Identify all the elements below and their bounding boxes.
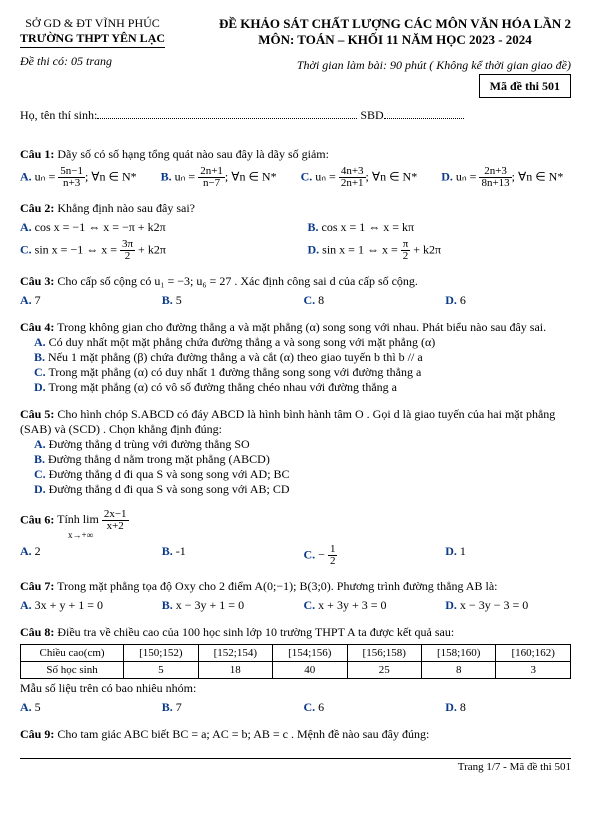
q8-note: Mẫu số liệu trên có bao nhiêu nhóm: [20, 681, 571, 696]
table-row: Chiều cao(cm) [150;152) [152;154) [154;1… [21, 645, 571, 662]
q2-optD: D. sin x = 1 ⇔ x = π2 + k2π [308, 239, 572, 262]
q5-optC: C. Đường thẳng d đi qua S và song song v… [34, 467, 571, 482]
q4-optC: C. Trong mặt phẳng (α) có duy nhất 1 đườ… [34, 365, 571, 380]
q5-text: Cho hình chóp S.ABCD có đáy ABCD là hình… [20, 407, 555, 436]
question-6: Câu 6: Tính lim 2x−1x+2 x→+∞ A. 2 B. -1 … [20, 509, 571, 567]
q1-optC: C. uₙ = 4n+32n+1; ∀n ∈ N* [301, 166, 418, 189]
name-blank [97, 108, 357, 119]
q7-text: Trong mặt phẳng tọa độ Oxy cho 2 điểm A(… [57, 579, 497, 593]
dept-label: SỞ GD & ĐT VĨNH PHÚC [20, 16, 165, 31]
row2-label: Số học sinh [21, 662, 124, 679]
q2-optB: B. cos x = 1 ⇔ x = kπ [308, 220, 572, 235]
q6-text: Tính lim 2x−1x+2 [57, 512, 128, 526]
q2-optC: C. sin x = −1 ⇔ x = 3π2 + k2π [20, 239, 284, 262]
q2-options: A. cos x = −1 ⇔ x = −π + k2π B. cos x = … [20, 220, 571, 262]
q8-table: Chiều cao(cm) [150;152) [152;154) [154;1… [20, 644, 571, 679]
q3-options: A. 7 B. 5 C. 8 D. 6 [20, 293, 571, 308]
q5-optB: B. Đường thẳng d nằm trong mặt phẳng (AB… [34, 452, 571, 467]
q8-optD: D. 8 [445, 700, 571, 715]
q3-text: Cho cấp số cộng có u₁ = −3; u₆ = 27 . Xá… [57, 274, 418, 288]
q7-optB: B. x − 3y + 1 = 0 [162, 598, 288, 613]
question-9: Câu 9: Cho tam giác ABC biết BC = a; AC … [20, 727, 571, 742]
q1-label: Câu 1: [20, 147, 54, 161]
q8-optA: A. 5 [20, 700, 146, 715]
row1-label: Chiều cao(cm) [21, 645, 124, 662]
q6-optB: B. -1 [162, 544, 288, 567]
q4-optB: B. Nếu 1 mặt phẳng (β) chứa đường thẳng … [34, 350, 571, 365]
q3-optD: D. 6 [445, 293, 571, 308]
question-7: Câu 7: Trong mặt phẳng tọa độ Oxy cho 2 … [20, 579, 571, 613]
q9-text: Cho tam giác ABC biết BC = a; AC = b; AB… [57, 727, 429, 741]
exam-code: Mã đề thi 501 [479, 74, 571, 98]
title2: MÔN: TOÁN – KHỐI 11 NĂM HỌC 2023 - 2024 [219, 32, 571, 48]
sbd-label: SBD [360, 108, 383, 122]
q1-text: Dãy số có số hạng tổng quát nào sau đây … [57, 147, 329, 161]
name-prefix: Họ, tên thí sinh: [20, 108, 97, 122]
exam-code-wrap: Mã đề thi 501 [20, 79, 571, 94]
q4-optA: A. Có duy nhất một mặt phẳng chứa đường … [34, 335, 571, 350]
q8-label: Câu 8: [20, 625, 54, 639]
q7-optC: C. x + 3y + 3 = 0 [304, 598, 430, 613]
q4-text: Trong không gian cho đường thẳng a và mặ… [57, 320, 546, 334]
question-4: Câu 4: Trong không gian cho đường thẳng … [20, 320, 571, 395]
q9-label: Câu 9: [20, 727, 54, 741]
q6-optA: A. 2 [20, 544, 146, 567]
q7-optA: A. 3x + y + 1 = 0 [20, 598, 146, 613]
time-label: Thời gian làm bài: 90 phút ( Không kể th… [297, 58, 571, 73]
school-label: TRƯỜNG THPT YÊN LẠC [20, 31, 165, 48]
q3-optA: A. 7 [20, 293, 146, 308]
q7-options: A. 3x + y + 1 = 0 B. x − 3y + 1 = 0 C. x… [20, 598, 571, 613]
q3-label: Câu 3: [20, 274, 54, 288]
q6-options: A. 2 B. -1 C. − 12 D. 1 [20, 544, 571, 567]
q8-text: Điều tra về chiều cao của 100 học sinh l… [57, 625, 454, 639]
table-row: Số học sinh 5 18 40 25 8 3 [21, 662, 571, 679]
question-5: Câu 5: Cho hình chóp S.ABCD có đáy ABCD … [20, 407, 571, 497]
q2-optA: A. cos x = −1 ⇔ x = −π + k2π [20, 220, 284, 235]
name-row: Họ, tên thí sinh: SBD [20, 108, 571, 123]
info-row: Đề thi có: 05 trang Thời gian làm bài: 9… [20, 54, 571, 73]
q6-label: Câu 6: [20, 512, 54, 526]
question-3: Câu 3: Cho cấp số cộng có u₁ = −3; u₆ = … [20, 274, 571, 308]
header: SỞ GD & ĐT VĨNH PHÚC TRƯỜNG THPT YÊN LẠC… [20, 16, 571, 48]
q4-label: Câu 4: [20, 320, 54, 334]
q1-optA: A. uₙ = 5n−1n+3; ∀n ∈ N* [20, 166, 137, 189]
q5-label: Câu 5: [20, 407, 54, 421]
q8-options: A. 5 B. 7 C. 6 D. 8 [20, 700, 571, 715]
q8-optC: C. 6 [304, 700, 430, 715]
q7-label: Câu 7: [20, 579, 54, 593]
q5-optA: A. Đường thẳng d trùng với đường thẳng S… [34, 437, 571, 452]
question-8: Câu 8: Điều tra về chiều cao của 100 học… [20, 625, 571, 715]
q5-options: A. Đường thẳng d trùng với đường thẳng S… [34, 437, 571, 497]
q4-options: A. Có duy nhất một mặt phẳng chứa đường … [34, 335, 571, 395]
q3-optB: B. 5 [162, 293, 288, 308]
q2-label: Câu 2: [20, 201, 54, 215]
q1-options: A. uₙ = 5n−1n+3; ∀n ∈ N* B. uₙ = 2n+1n−7… [20, 166, 571, 189]
q5-optD: D. Đường thẳng d đi qua S và song song v… [34, 482, 571, 497]
question-1: Câu 1: Dãy số có số hạng tổng quát nào s… [20, 147, 571, 189]
page-footer: Trang 1/7 - Mã đề thi 501 [20, 758, 571, 773]
q6-optD: D. 1 [445, 544, 571, 567]
question-2: Câu 2: Khẳng định nào sau đây sai? A. co… [20, 201, 571, 262]
q6-sub: x→+∞ [68, 530, 571, 540]
sbd-blank [384, 108, 464, 119]
header-right: ĐỀ KHẢO SÁT CHẤT LƯỢNG CÁC MÔN VĂN HÓA L… [219, 16, 571, 48]
q1-optB: B. uₙ = 2n+1n−7; ∀n ∈ N* [161, 166, 277, 189]
q4-optD: D. Trong mặt phẳng (α) có vô số đường th… [34, 380, 571, 395]
header-left: SỞ GD & ĐT VĨNH PHÚC TRƯỜNG THPT YÊN LẠC [20, 16, 165, 48]
pages-label: Đề thi có: 05 trang [20, 54, 112, 69]
q8-optB: B. 7 [162, 700, 288, 715]
q2-text: Khẳng định nào sau đây sai? [57, 201, 195, 215]
q1-optD: D. uₙ = 2n+38n+13; ∀n ∈ N* [441, 166, 563, 189]
q7-optD: D. x − 3y − 3 = 0 [445, 598, 571, 613]
title1: ĐỀ KHẢO SÁT CHẤT LƯỢNG CÁC MÔN VĂN HÓA L… [219, 16, 571, 32]
q3-optC: C. 8 [304, 293, 430, 308]
q6-optC: C. − 12 [304, 544, 430, 567]
